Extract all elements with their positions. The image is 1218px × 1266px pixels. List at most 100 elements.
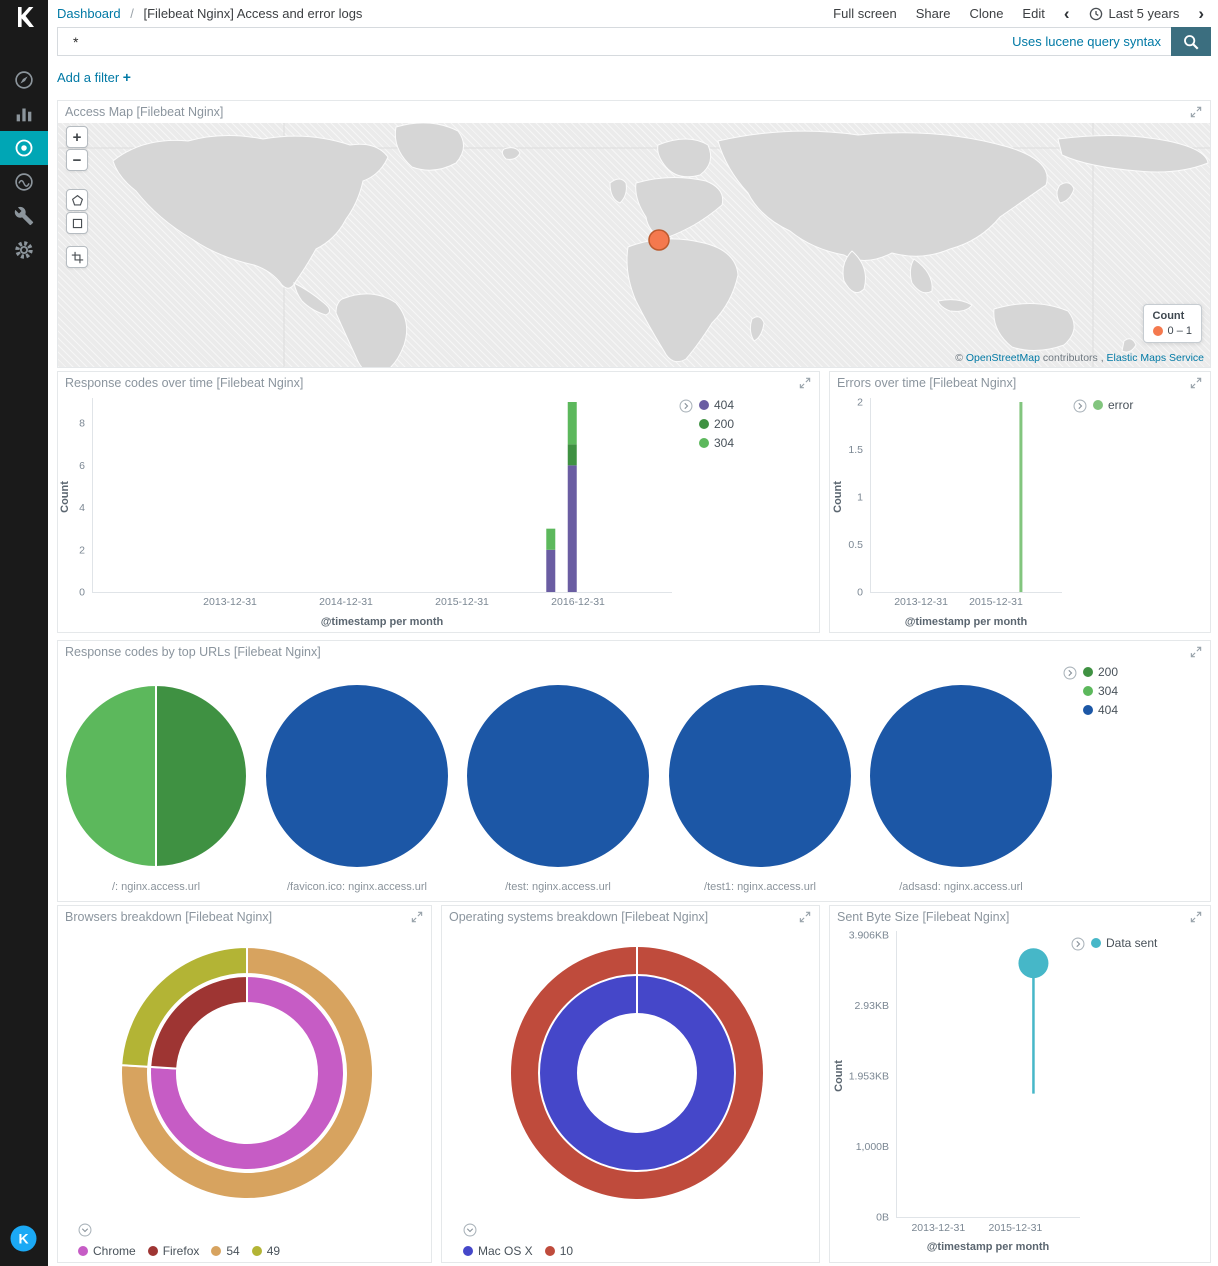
gear-icon bbox=[15, 241, 33, 259]
expand-panel-icon[interactable] bbox=[1189, 105, 1203, 119]
time-back-chevron[interactable]: ‹ bbox=[1063, 4, 1070, 23]
add-filter-link[interactable]: Add a filter + bbox=[57, 69, 131, 85]
draw-polygon-button[interactable] bbox=[66, 189, 88, 211]
panel-response-codes-by-top-urls: Response codes by top URLs [Filebeat Ngi… bbox=[57, 640, 1211, 902]
search-icon bbox=[1184, 34, 1199, 50]
panel-header: Operating systems breakdown [Filebeat Ng… bbox=[442, 906, 819, 928]
legend-item-Data sent[interactable]: Data sent bbox=[1091, 936, 1157, 950]
legend-toggle-icon[interactable] bbox=[1071, 937, 1085, 951]
panel-title: Errors over time [Filebeat Nginx] bbox=[837, 376, 1017, 390]
svg-text:2015-12-31: 2015-12-31 bbox=[969, 596, 1023, 608]
legend-item-304[interactable]: 304 bbox=[699, 436, 734, 450]
edit-button[interactable]: Edit bbox=[1022, 6, 1045, 21]
breadcrumb-current: [Filebeat Nginx] Access and error logs bbox=[143, 6, 363, 21]
legend-item-Firefox[interactable]: Firefox bbox=[147, 1244, 199, 1258]
legend-item-200[interactable]: 200 bbox=[1083, 665, 1118, 679]
sidebar-item-management[interactable] bbox=[0, 233, 48, 267]
compass-icon bbox=[15, 71, 33, 89]
time-forward-chevron[interactable]: › bbox=[1198, 4, 1204, 23]
expand-panel-icon[interactable] bbox=[1189, 376, 1203, 390]
kibana-logo-icon bbox=[18, 7, 34, 27]
sidebar-item-dev-tools[interactable] bbox=[0, 199, 48, 233]
panel-title: Sent Byte Size [Filebeat Nginx] bbox=[837, 910, 1010, 924]
sidebar-item-visualize[interactable] bbox=[0, 97, 48, 131]
sent-byte-size-chart[interactable]: 0B 1,000B 1.953KB 2.93KB 3.906KB 2013-12-31 20… bbox=[830, 928, 1210, 1264]
kibana-logo[interactable] bbox=[0, 0, 48, 30]
legend-toggle-icon[interactable] bbox=[78, 1223, 92, 1237]
panel-browsers-breakdown: Browsers breakdown [Filebeat Nginx] Chro… bbox=[57, 905, 432, 1263]
world-map[interactable]: + − Count 0 – 1 © OpenStreetMap c bbox=[58, 123, 1210, 367]
legend-item-Chrome[interactable]: Chrome bbox=[78, 1244, 136, 1258]
chart-legend: Chrome Firefox 54 49 bbox=[78, 1222, 280, 1258]
search-button[interactable] bbox=[1171, 27, 1211, 56]
timepicker-button[interactable]: Last 5 years bbox=[1089, 6, 1179, 21]
legend-toggle-icon[interactable] bbox=[463, 1223, 477, 1237]
zoom-out-button[interactable]: − bbox=[66, 149, 88, 171]
plus-icon: + bbox=[122, 68, 131, 85]
svg-text:K: K bbox=[18, 1231, 28, 1247]
query-input[interactable] bbox=[58, 28, 1013, 55]
bar-chart-icon bbox=[16, 108, 32, 122]
sidebar-item-discover[interactable] bbox=[0, 63, 48, 97]
top-urls-pie-charts[interactable]: /: nginx.access.url/favicon.ico: nginx.a… bbox=[58, 663, 1210, 901]
continents bbox=[112, 123, 1209, 367]
legend-label: Mac OS X bbox=[478, 1244, 533, 1258]
legend-item-49[interactable]: 49 bbox=[251, 1244, 280, 1258]
svg-text:Count: Count bbox=[833, 1060, 845, 1092]
panel-header: Browsers breakdown [Filebeat Nginx] bbox=[58, 906, 431, 928]
response-codes-chart[interactable]: 0 2 4 6 8 2013-12-31 2014-12-31 2015-12-31 2016-… bbox=[58, 394, 819, 632]
nav-collapse-button[interactable]: K bbox=[10, 1225, 37, 1257]
svg-text:/adsasd: nginx.access.url: /adsasd: nginx.access.url bbox=[899, 881, 1023, 893]
legend-dot bbox=[463, 1246, 473, 1256]
panel-response-codes-over-time: Response codes over time [Filebeat Nginx… bbox=[57, 371, 820, 633]
legend-toggle-icon[interactable] bbox=[1073, 399, 1087, 413]
expand-panel-icon[interactable] bbox=[1189, 645, 1203, 659]
full-screen-button[interactable]: Full screen bbox=[833, 6, 897, 21]
openstreetmap-link[interactable]: OpenStreetMap bbox=[965, 352, 1040, 364]
legend-item-304[interactable]: 304 bbox=[1083, 684, 1118, 698]
legend-toggle-icon[interactable] bbox=[679, 399, 693, 413]
sidebar-item-timelion[interactable] bbox=[0, 165, 48, 199]
fit-bounds-button[interactable] bbox=[66, 246, 88, 268]
svg-text:2015-12-31: 2015-12-31 bbox=[435, 596, 489, 608]
map-canvas bbox=[58, 123, 1210, 367]
expand-panel-icon[interactable] bbox=[410, 910, 424, 924]
legend-item-404[interactable]: 404 bbox=[699, 398, 734, 412]
expand-panel-icon[interactable] bbox=[798, 376, 812, 390]
breadcrumb: Dashboard / [Filebeat Nginx] Access and … bbox=[57, 6, 362, 21]
legend-toggle-icon[interactable] bbox=[1063, 666, 1077, 680]
svg-text:@timestamp per month: @timestamp per month bbox=[321, 616, 444, 628]
os-donut-chart[interactable] bbox=[442, 928, 819, 1228]
svg-text:4: 4 bbox=[79, 502, 85, 514]
svg-text:@timestamp per month: @timestamp per month bbox=[927, 1241, 1050, 1253]
legend-label: error bbox=[1108, 398, 1134, 412]
sidebar-item-dashboard[interactable] bbox=[0, 131, 48, 165]
errors-chart[interactable]: 0 0.5 1 1.5 2 2013-12-31 2015-12-31 @timestamp … bbox=[830, 394, 1210, 632]
legend-item-54[interactable]: 54 bbox=[211, 1244, 240, 1258]
panel-title: Response codes over time [Filebeat Nginx… bbox=[65, 376, 304, 390]
clone-button[interactable]: Clone bbox=[969, 6, 1004, 21]
legend-item-200[interactable]: 200 bbox=[699, 417, 734, 431]
expand-panel-icon[interactable] bbox=[798, 910, 812, 924]
chart-legend: Data sent bbox=[1071, 936, 1157, 951]
panel-sent-byte-size: Sent Byte Size [Filebeat Nginx] 0B 1,000B… bbox=[829, 905, 1211, 1263]
panel-header: Response codes over time [Filebeat Nginx… bbox=[58, 372, 819, 394]
legend-item-Mac OS X[interactable]: Mac OS X bbox=[463, 1244, 533, 1258]
expand-panel-icon[interactable] bbox=[1189, 910, 1203, 924]
legend-dot bbox=[1083, 705, 1093, 715]
legend-item-404[interactable]: 404 bbox=[1083, 703, 1118, 717]
draw-rectangle-button[interactable] bbox=[66, 212, 88, 234]
polygon-icon bbox=[71, 194, 83, 206]
zoom-in-button[interactable]: + bbox=[66, 126, 88, 148]
browsers-donut-chart[interactable] bbox=[58, 928, 431, 1228]
legend-item-10[interactable]: 10 bbox=[544, 1244, 573, 1258]
elastic-maps-service-link[interactable]: Elastic Maps Service bbox=[1106, 352, 1204, 364]
map-marker[interactable] bbox=[648, 229, 670, 251]
breadcrumb-dashboard-link[interactable]: Dashboard bbox=[57, 6, 121, 21]
map-legend-range: 0 – 1 bbox=[1167, 325, 1192, 337]
lucene-syntax-link[interactable]: Uses lucene query syntax bbox=[1012, 34, 1161, 49]
share-button[interactable]: Share bbox=[915, 6, 951, 21]
panel-os-breakdown: Operating systems breakdown [Filebeat Ng… bbox=[441, 905, 820, 1263]
filter-bar: Add a filter + bbox=[48, 56, 1218, 97]
legend-item-error[interactable]: error bbox=[1093, 398, 1133, 412]
